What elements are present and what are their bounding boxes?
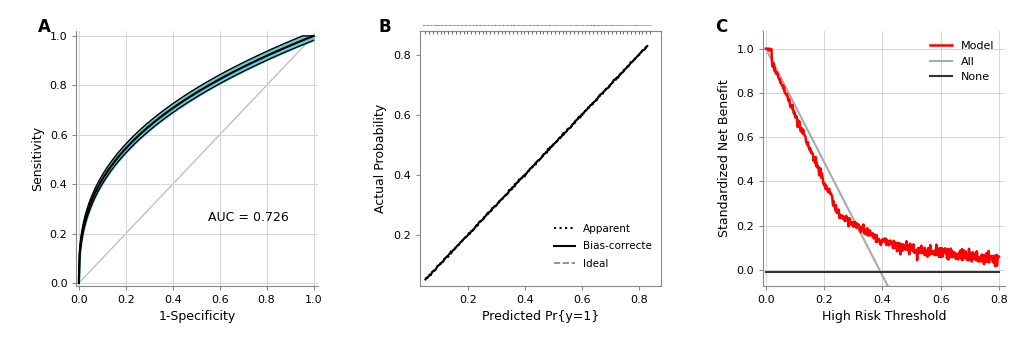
None bbox=[759, 270, 771, 274]
Model bbox=[950, 254, 962, 258]
Model bbox=[869, 233, 881, 237]
All bbox=[759, 46, 771, 51]
None bbox=[991, 270, 1004, 274]
X-axis label: 1-Specificity: 1-Specificity bbox=[159, 310, 235, 323]
X-axis label: Predicted Pr{y=1}: Predicted Pr{y=1} bbox=[482, 310, 598, 323]
None bbox=[869, 270, 881, 274]
All bbox=[890, 301, 902, 305]
Legend: Apparent, Bias-correcte, Ideal: Apparent, Bias-correcte, Ideal bbox=[549, 220, 655, 273]
Text: C: C bbox=[714, 18, 727, 36]
Line: All: All bbox=[765, 49, 998, 303]
Model bbox=[884, 240, 897, 245]
Y-axis label: Standardized Net Benefit: Standardized Net Benefit bbox=[717, 79, 730, 237]
Model bbox=[991, 255, 1004, 259]
All bbox=[871, 265, 883, 269]
Y-axis label: Actual Probability: Actual Probability bbox=[374, 104, 387, 213]
Legend: Model, All, None: Model, All, None bbox=[924, 36, 999, 86]
Y-axis label: Sensitivity: Sensitivity bbox=[32, 126, 44, 191]
All bbox=[898, 301, 910, 305]
None bbox=[986, 270, 999, 274]
Model bbox=[871, 237, 883, 241]
None bbox=[871, 270, 883, 274]
None bbox=[950, 270, 962, 274]
Text: AUC = 0.726: AUC = 0.726 bbox=[208, 211, 288, 224]
Line: Model: Model bbox=[765, 49, 998, 266]
Model bbox=[986, 258, 999, 262]
Model bbox=[988, 264, 1001, 268]
None bbox=[884, 270, 897, 274]
None bbox=[898, 270, 910, 274]
Model bbox=[898, 246, 910, 250]
All bbox=[884, 292, 897, 297]
All bbox=[986, 301, 999, 305]
Text: B: B bbox=[378, 18, 391, 36]
Model bbox=[759, 46, 771, 51]
X-axis label: High Risk Threshold: High Risk Threshold bbox=[820, 310, 946, 323]
All bbox=[991, 301, 1004, 305]
Text: A: A bbox=[38, 18, 51, 36]
All bbox=[951, 301, 963, 305]
All bbox=[869, 262, 881, 266]
